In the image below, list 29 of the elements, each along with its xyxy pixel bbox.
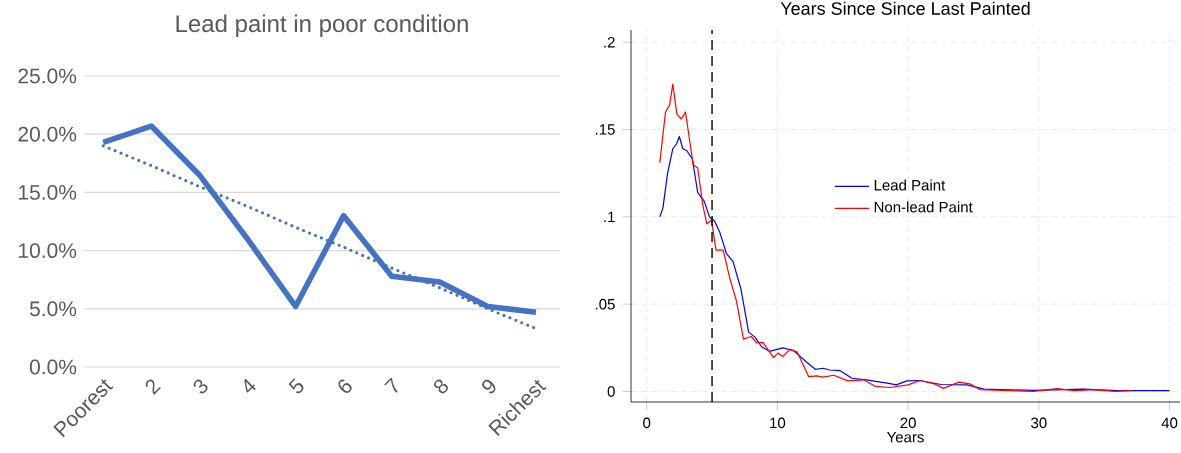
chart-title: Lead paint in poor condition [176, 14, 468, 37]
x-tick-label: 40 [1161, 417, 1178, 429]
x-tick-label: 8 [434, 379, 448, 394]
x-tick-label: 3 [193, 379, 208, 394]
legend-label: Non-lead Paint [874, 201, 973, 213]
x-tick-label: 2 [145, 379, 161, 395]
x-tick-label: 20 [900, 417, 916, 429]
line-series [659, 83, 1133, 392]
y-tick-label: .05 [595, 298, 615, 310]
x-tick-label: 0 [643, 417, 651, 429]
y-tick-label: 25.0% [18, 68, 77, 84]
x-tick-label: 5 [288, 378, 304, 394]
x-tick-label: 6 [338, 379, 352, 393]
y-tick-label: 10.0% [19, 243, 77, 259]
y-tick-label: .15 [595, 124, 615, 135]
y-tick-label: 5.0% [29, 301, 77, 317]
y-tick-label: 15.0% [19, 184, 77, 200]
x-tick-label: 7 [384, 377, 398, 393]
legend-label: Lead Paint [874, 179, 946, 191]
y-tick-label: 20.0% [18, 126, 77, 142]
y-tick-label: 0.0% [29, 359, 77, 375]
x-tick-label: 10 [770, 417, 786, 429]
x-tick-label: 4 [244, 378, 256, 393]
x-tick-label: 30 [1031, 417, 1047, 429]
line-series [659, 135, 1171, 392]
y-tick-label: .2 [604, 36, 615, 48]
chart-title: Years Since Since Last Painted [780, 1, 1030, 15]
y-tick-label: .1 [604, 211, 615, 223]
x-axis-title: Years [886, 431, 924, 443]
